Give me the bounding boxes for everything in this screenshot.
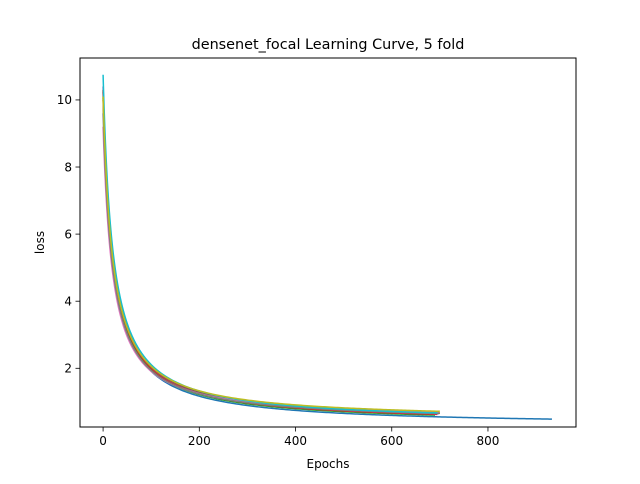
x-tick-label: 0 [99,434,107,448]
x-tick-label: 800 [477,434,500,448]
x-tick-label: 600 [380,434,403,448]
y-tick-label: 10 [57,93,72,107]
series-line-9 [102,74,438,414]
series-layer [102,74,553,420]
y-tick-label: 2 [64,362,72,376]
x-axis-label: Epochs [307,457,350,471]
y-axis-ticks: 2 4 6 8 10 [57,93,80,376]
y-axis-label: loss [33,231,47,254]
chart-title: densenet_focal Learning Curve, 5 fold [192,37,465,53]
series-line-1 [102,98,553,420]
y-tick-label: 6 [64,227,72,241]
series-line-6 [102,89,440,414]
plot-area-frame [79,57,577,428]
y-tick-label: 8 [64,160,72,174]
x-axis-ticks: 0 200 400 600 800 [99,427,499,448]
series-line-5 [102,86,439,415]
x-tick-label: 400 [284,434,307,448]
series-line-10 [102,96,440,413]
x-tick-label: 200 [188,434,211,448]
y-tick-label: 4 [64,295,72,309]
